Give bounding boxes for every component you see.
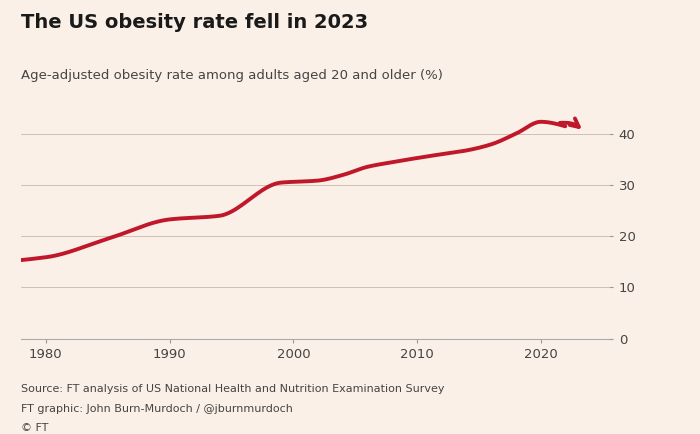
Text: © FT: © FT bbox=[21, 423, 48, 433]
Text: The US obesity rate fell in 2023: The US obesity rate fell in 2023 bbox=[21, 13, 368, 32]
Text: Source: FT analysis of US National Health and Nutrition Examination Survey: Source: FT analysis of US National Healt… bbox=[21, 384, 444, 394]
Text: FT graphic: John Burn-Murdoch / @jburnmurdoch: FT graphic: John Burn-Murdoch / @jburnmu… bbox=[21, 404, 293, 414]
Text: Age-adjusted obesity rate among adults aged 20 and older (%): Age-adjusted obesity rate among adults a… bbox=[21, 69, 443, 82]
